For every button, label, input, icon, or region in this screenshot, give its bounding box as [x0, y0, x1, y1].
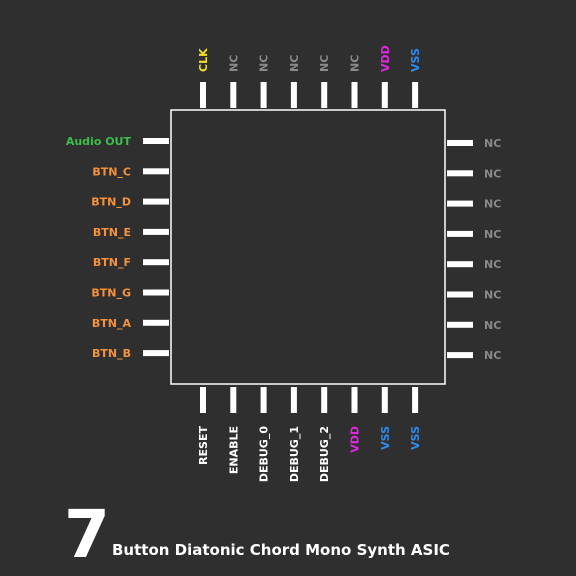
pin-label: VSS [409, 426, 422, 450]
pin [260, 387, 267, 413]
pin-label: RESET [197, 426, 210, 465]
pin [381, 387, 388, 413]
pin-label: NC [227, 55, 240, 72]
pin-label: NC [484, 319, 501, 332]
pin-label: BTN_D [91, 196, 131, 209]
pin-label: DEBUG_1 [288, 426, 301, 482]
pin-label: CLK [197, 48, 210, 72]
pin [447, 321, 473, 328]
pin [143, 228, 169, 235]
pin-label: VSS [409, 48, 422, 72]
pin [290, 82, 297, 108]
pin [143, 138, 169, 144]
pin [447, 140, 473, 146]
pin [230, 82, 237, 108]
pin-label: DEBUG_2 [318, 426, 331, 482]
pin-label: NC [484, 258, 501, 271]
pin-label: NC [484, 349, 501, 362]
pin [200, 387, 206, 413]
pin [143, 198, 169, 205]
pin [321, 82, 328, 108]
pin-label: Audio OUT [66, 135, 132, 148]
pin-label: BTN_A [92, 317, 132, 330]
pin-label: NC [318, 55, 331, 72]
pin-label: NC [484, 198, 501, 211]
pin-label: BTN_G [91, 287, 131, 300]
pin-label: NC [288, 55, 301, 72]
pin-label: DEBUG_0 [258, 426, 271, 482]
pin-label: NC [484, 167, 501, 180]
pin [143, 319, 169, 326]
pin [412, 387, 419, 413]
title: Button Diatonic Chord Mono Synth ASIC [112, 541, 450, 559]
pin-label: BTN_F [93, 256, 131, 269]
pin [143, 168, 169, 175]
pin [447, 352, 473, 359]
pin [351, 387, 358, 413]
pin-label: VDD [379, 45, 392, 72]
pin [321, 387, 328, 413]
pin [447, 230, 473, 237]
pin [143, 350, 169, 357]
pin [351, 82, 358, 108]
pin-label: ENABLE [227, 426, 240, 474]
pin-label: NC [258, 55, 271, 72]
pin [447, 261, 473, 268]
pin [260, 82, 267, 108]
pin [447, 170, 473, 177]
pin-label: VDD [349, 426, 362, 453]
pin-label: NC [484, 228, 501, 241]
pin [412, 82, 419, 108]
pin-label: BTN_B [92, 347, 131, 360]
pin-label: BTN_E [93, 226, 131, 239]
pin-label: VSS [379, 426, 392, 450]
pin [200, 82, 206, 108]
pin [143, 289, 169, 296]
pin [381, 82, 388, 108]
pin [447, 200, 473, 207]
pin-label: NC [349, 55, 362, 72]
pin [143, 259, 169, 266]
pin [447, 291, 473, 298]
title-number: 7 [64, 496, 110, 573]
pin-label: NC [484, 289, 501, 302]
pin [230, 387, 237, 413]
pin [290, 387, 297, 413]
pin-label: BTN_C [92, 165, 131, 178]
chip-body [170, 109, 446, 385]
pin-label: NC [484, 137, 501, 150]
